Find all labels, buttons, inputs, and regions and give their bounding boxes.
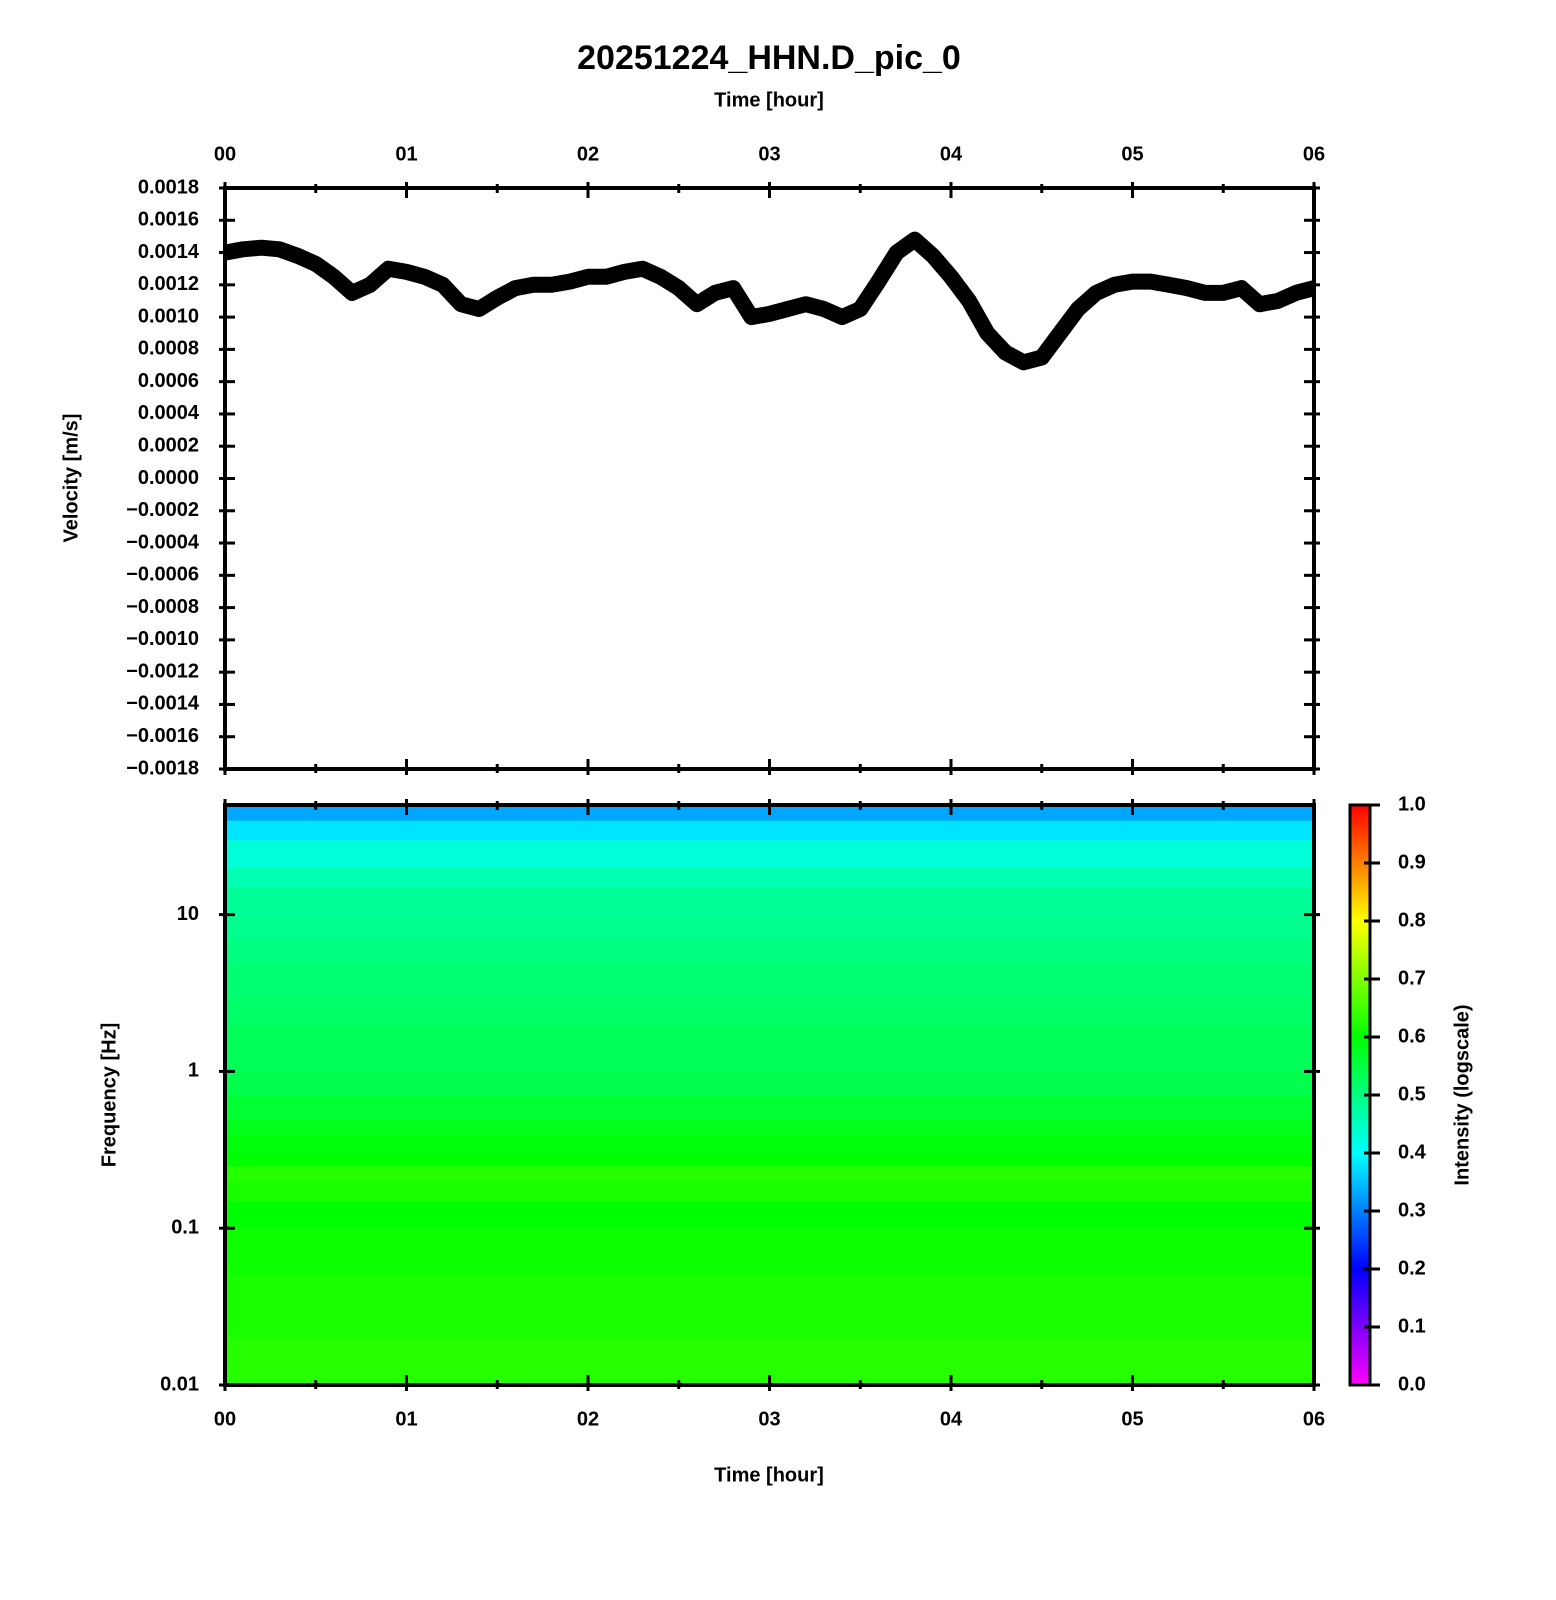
y-tick-label: −0.0010 <box>126 628 199 650</box>
colorbar-tick-label: 0.4 <box>1398 1141 1427 1163</box>
y-tick-label: −0.0016 <box>126 725 199 747</box>
spectrogram-cell <box>225 1153 1314 1167</box>
y-tick-label: 0.0006 <box>138 370 199 392</box>
y-tick-label: −0.0002 <box>126 499 199 521</box>
spectrogram-cell <box>225 1095 1314 1120</box>
y-tick-label: −0.0014 <box>126 693 200 715</box>
x-tick-label: 05 <box>1121 1408 1143 1430</box>
y-tick-label: 0.1 <box>171 1216 199 1238</box>
y-tick-label: 0.0008 <box>138 338 199 360</box>
y-tick-label: 0.0004 <box>138 402 200 424</box>
y-tick-label: −0.0018 <box>126 757 199 779</box>
y-axis-label: Frequency [Hz] <box>98 1023 120 1167</box>
spectrogram-cell <box>225 820 1314 841</box>
y-tick-label: 0.0002 <box>138 435 199 457</box>
spectrogram-cell <box>225 1024 1314 1072</box>
spectrogram-cell <box>225 1133 1314 1154</box>
x-axis-label: Time [hour] <box>714 1464 824 1486</box>
colorbar-tick-label: 0.1 <box>1398 1315 1426 1337</box>
spectrogram-cell <box>225 839 1314 868</box>
spectrogram-cell <box>225 961 1314 998</box>
colorbar-tick-label: 0.0 <box>1398 1373 1426 1395</box>
y-tick-label: 0.01 <box>160 1373 199 1395</box>
colorbar-tick-label: 0.5 <box>1398 1083 1426 1105</box>
x-tick-label: 01 <box>395 1408 417 1430</box>
spectrogram-cell <box>225 1071 1314 1097</box>
colorbar-tick-label: 0.7 <box>1398 967 1426 989</box>
x-tick-label: 00 <box>214 1408 236 1430</box>
x-tick-label: 06 <box>1303 1408 1325 1430</box>
x-tick-label: 00 <box>214 143 236 165</box>
x-tick-label: 01 <box>395 143 417 165</box>
colorbar-tick-label: 1.0 <box>1398 793 1426 815</box>
colorbar-tick-label: 0.6 <box>1398 1025 1426 1047</box>
x-tick-label: 05 <box>1121 143 1143 165</box>
spectrogram-cell <box>225 938 1314 963</box>
x-tick-label: 03 <box>758 143 780 165</box>
colorbar-tick-label: 0.8 <box>1398 909 1426 931</box>
y-tick-label: 0.0000 <box>138 467 199 489</box>
x-tick-label: 02 <box>577 1408 599 1430</box>
colorbar-tick-label: 0.9 <box>1398 851 1426 873</box>
spectrogram-cell <box>225 1118 1314 1135</box>
y-tick-label: 1 <box>188 1060 199 1082</box>
spectrogram-cell <box>225 1275 1314 1339</box>
x-axis-label: Time [hour] <box>714 89 824 111</box>
x-tick-label: 02 <box>577 143 599 165</box>
y-tick-label: −0.0004 <box>126 531 200 553</box>
spectrogram-cell <box>225 1228 1314 1276</box>
spectrogram-cell <box>225 1165 1314 1182</box>
y-tick-label: −0.0012 <box>126 660 199 682</box>
y-tick-label: 0.0014 <box>138 241 200 263</box>
y-axis-label: Velocity [m/s] <box>60 414 82 543</box>
y-tick-label: 10 <box>177 903 199 925</box>
chart-title: 20251224_HHN.D_pic_0 <box>577 39 961 77</box>
y-tick-label: −0.0008 <box>126 596 199 618</box>
x-tick-label: 06 <box>1303 143 1325 165</box>
colorbar-label: Intensity (logscale) <box>1451 1004 1473 1185</box>
y-tick-label: −0.0006 <box>126 564 199 586</box>
x-tick-label: 04 <box>940 1408 963 1430</box>
spectrogram-cell <box>225 1200 1314 1229</box>
x-tick-label: 04 <box>940 143 963 165</box>
y-tick-label: 0.0016 <box>138 209 199 231</box>
y-tick-label: 0.0018 <box>138 176 199 198</box>
colorbar-tick-label: 0.3 <box>1398 1199 1426 1221</box>
trace <box>223 231 1317 371</box>
colorbar-tick-label: 0.2 <box>1398 1257 1426 1279</box>
spectrogram-cell <box>225 886 1314 916</box>
spectrogram-cell <box>225 1180 1314 1202</box>
y-tick-label: 0.0010 <box>138 305 199 327</box>
spectrogram-cell <box>225 867 1314 888</box>
y-tick-label: 0.0012 <box>138 273 199 295</box>
spectrogram-cell <box>225 914 1314 940</box>
x-tick-label: 03 <box>758 1408 780 1430</box>
spectrogram-cell <box>225 996 1314 1025</box>
